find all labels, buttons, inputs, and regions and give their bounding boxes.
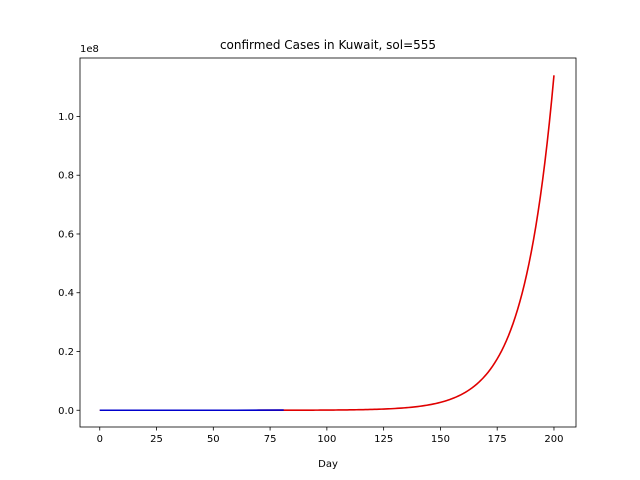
x-tick-label: 25 [150, 434, 163, 445]
x-tick-label: 75 [264, 434, 277, 445]
y-tick-label: 0.8 [58, 171, 74, 182]
x-ticks: 0 25 50 75 100 125 150 175 200 [97, 427, 564, 445]
x-axis-label: Day [318, 459, 338, 470]
x-tick-label: 175 [488, 434, 507, 445]
y-offset-label: 1e8 [80, 44, 99, 55]
y-tick-label: 0.0 [58, 406, 74, 417]
y-tick-label: 0.6 [58, 229, 74, 240]
y-tick-label: 0.4 [58, 288, 74, 299]
x-tick-label: 0 [97, 434, 103, 445]
plot-frame [79, 57, 577, 428]
chart-title: confirmed Cases in Kuwait, sol=555 [220, 38, 436, 52]
y-tick-label: 0.2 [58, 347, 74, 358]
x-tick-label: 50 [207, 434, 220, 445]
x-tick-label: 125 [374, 434, 393, 445]
x-tick-label: 150 [431, 434, 450, 445]
y-tick-label: 1.0 [58, 112, 74, 123]
x-tick-label: 100 [317, 434, 336, 445]
series-layer [99, 75, 555, 412]
plot-area [80, 58, 576, 427]
x-tick-label: 200 [544, 434, 563, 445]
y-ticks: 0.0 0.2 0.4 0.6 0.8 1.0 [58, 112, 80, 417]
